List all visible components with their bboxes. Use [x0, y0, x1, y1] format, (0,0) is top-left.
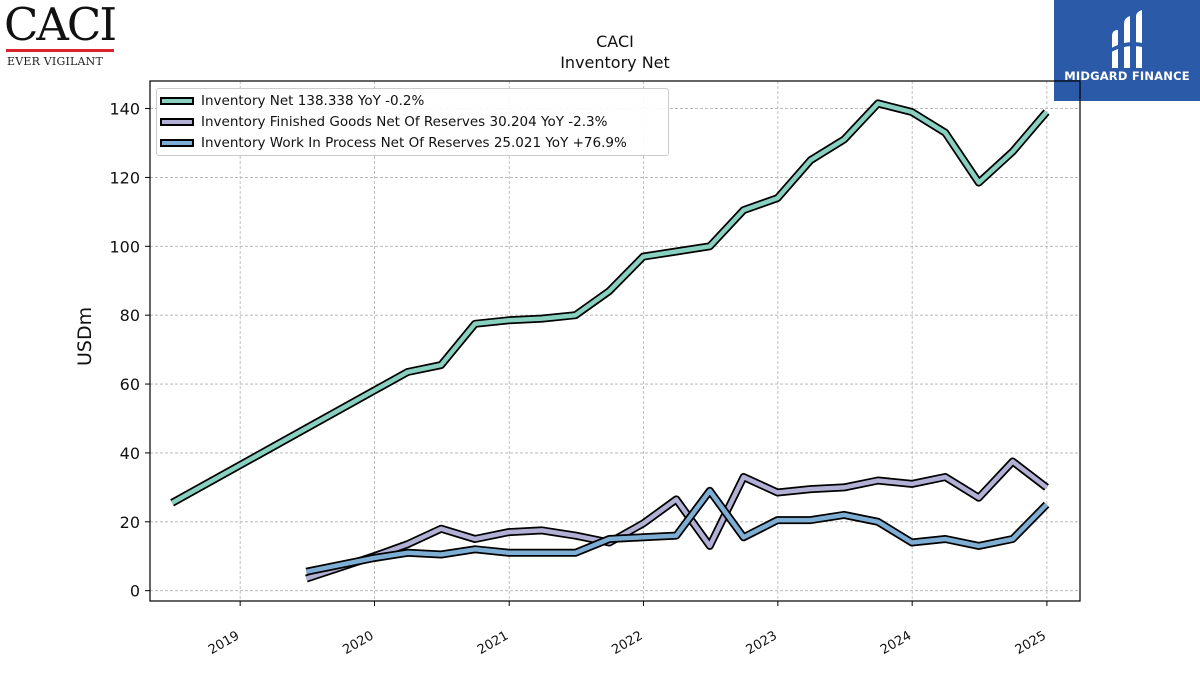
x-tick-label: 2020 [340, 628, 376, 658]
y-tick-label: 40 [120, 444, 140, 463]
series-line [305, 488, 1049, 574]
y-tick-label: 80 [120, 306, 140, 325]
caci-wordmark: CACI [4, 0, 117, 51]
x-tick-label: 2025 [1013, 628, 1049, 658]
plot-frame [149, 80, 1081, 602]
legend-label: Inventory Finished Goods Net Of Reserves… [201, 114, 608, 130]
y-tick-label: 140 [109, 100, 140, 119]
legend: Inventory Net 138.338 YoY -0.2% Inventor… [156, 88, 669, 156]
legend-swatch [160, 139, 194, 147]
chart-title: CACI [596, 32, 634, 51]
series-line [305, 459, 1048, 581]
x-tick-label: 2023 [744, 628, 780, 658]
y-tick-label: 20 [120, 513, 140, 532]
x-tick-label: 2019 [206, 628, 242, 658]
x-tick-label: 2022 [609, 628, 645, 658]
axes: 0 20 40 60 80 100 120 140 2019 2020 2021 2022 2023 20… [109, 100, 1048, 658]
y-tick-label: 120 [109, 168, 140, 187]
grid-lines [150, 81, 1080, 601]
midgard-logo-icon [1108, 10, 1146, 68]
x-tick-label: 2024 [878, 628, 914, 658]
caci-tagline: EVER VIGILANT [7, 55, 104, 68]
y-axis-label: USDm [74, 306, 96, 366]
legend-item: Inventory Finished Goods Net Of Reserves… [160, 112, 607, 132]
series-lines [170, 99, 1050, 583]
legend-item: Inventory Net 138.338 YoY -0.2% [160, 91, 424, 111]
legend-swatch [160, 118, 194, 126]
caci-logo: CACI EVER VIGILANT [4, 0, 117, 69]
y-tick-label: 60 [120, 375, 140, 394]
legend-swatch [160, 97, 194, 105]
legend-label: Inventory Work In Process Net Of Reserve… [201, 135, 627, 151]
caci-red-rule [6, 49, 114, 52]
series-outline [170, 99, 1050, 507]
legend-item: Inventory Work In Process Net Of Reserve… [160, 133, 627, 153]
x-tick-label: 2021 [475, 628, 511, 658]
y-tick-label: 100 [109, 237, 140, 256]
y-tick-label: 0 [130, 582, 140, 601]
series-line [171, 101, 1049, 505]
midgard-finance-badge: MIDGARD FINANCE [1054, 0, 1200, 101]
chart-subtitle: Inventory Net [560, 53, 670, 72]
legend-label: Inventory Net 138.338 YoY -0.2% [201, 93, 425, 109]
badge-text: MIDGARD FINANCE [1064, 69, 1190, 83]
